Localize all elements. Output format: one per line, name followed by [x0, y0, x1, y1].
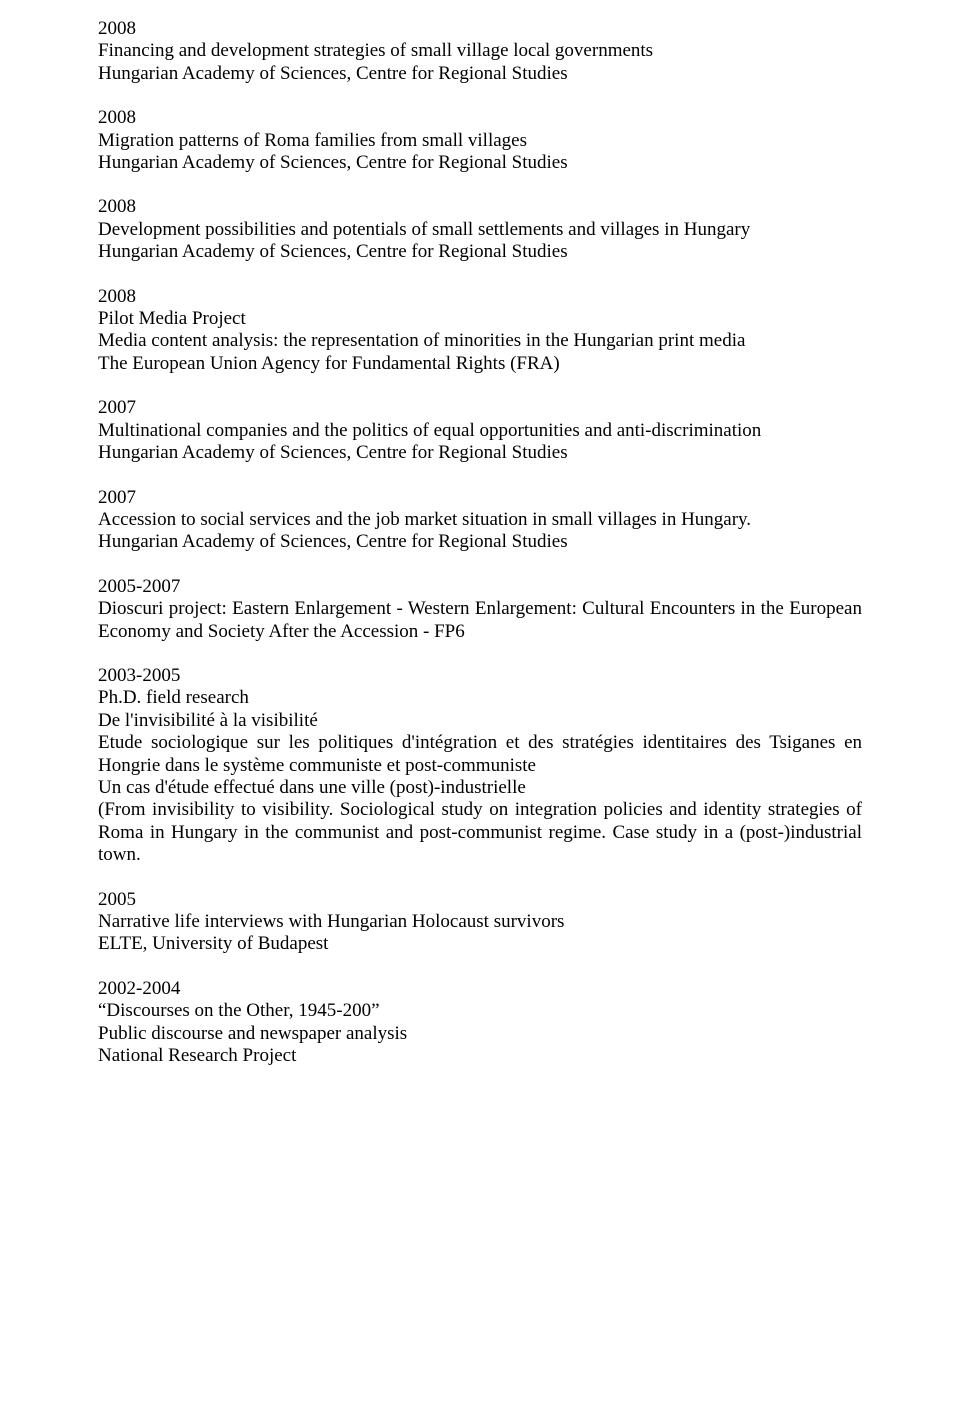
entry-year: 2005 — [98, 889, 862, 911]
entry-line: Hungarian Academy of Sciences, Centre fo… — [98, 152, 862, 174]
entry-year: 2005-2007 — [98, 576, 862, 598]
entry-line: Hungarian Academy of Sciences, Centre fo… — [98, 63, 862, 85]
entry-year: 2003-2005 — [98, 665, 862, 687]
cv-entry: 2005Narrative life interviews with Hunga… — [98, 889, 862, 956]
document-page: 2008Financing and development strategies… — [0, 0, 960, 1408]
entry-line: Hungarian Academy of Sciences, Centre fo… — [98, 241, 862, 263]
entry-year: 2002-2004 — [98, 978, 862, 1000]
entry-line: Development possibilities and potentials… — [98, 219, 862, 241]
entry-line: Narrative life interviews with Hungarian… — [98, 911, 862, 933]
entry-line: Accession to social services and the job… — [98, 509, 862, 531]
entry-line: Hungarian Academy of Sciences, Centre fo… — [98, 442, 862, 464]
entry-line: National Research Project — [98, 1045, 862, 1067]
entry-line: Public discourse and newspaper analysis — [98, 1023, 862, 1045]
entry-year: 2008 — [98, 196, 862, 218]
entry-line: (From invisibility to visibility. Sociol… — [98, 799, 862, 866]
entry-year: 2007 — [98, 487, 862, 509]
entry-year: 2008 — [98, 18, 862, 40]
entry-line: Media content analysis: the representati… — [98, 330, 862, 352]
cv-entry: 2007Multinational companies and the poli… — [98, 397, 862, 464]
cv-entry: 2005-2007Dioscuri project: Eastern Enlar… — [98, 576, 862, 643]
entry-line: “Discourses on the Other, 1945-200” — [98, 1000, 862, 1022]
entry-line: Ph.D. field research — [98, 687, 862, 709]
cv-entry: 2008Migration patterns of Roma families … — [98, 107, 862, 174]
entry-line: De l'invisibilité à la visibilité — [98, 710, 862, 732]
entry-year: 2008 — [98, 107, 862, 129]
entry-line: Financing and development strategies of … — [98, 40, 862, 62]
cv-entry: 2008Pilot Media ProjectMedia content ana… — [98, 286, 862, 376]
cv-entry: 2008Development possibilities and potent… — [98, 196, 862, 263]
entry-line: ELTE, University of Budapest — [98, 933, 862, 955]
entry-year: 2008 — [98, 286, 862, 308]
entry-line: Migration patterns of Roma families from… — [98, 130, 862, 152]
cv-entry: 2007Accession to social services and the… — [98, 487, 862, 554]
cv-entry: 2008Financing and development strategies… — [98, 18, 862, 85]
entry-line: Etude sociologique sur les politiques d'… — [98, 732, 862, 777]
entry-line: Pilot Media Project — [98, 308, 862, 330]
entry-line: Multinational companies and the politics… — [98, 420, 862, 442]
entry-line: Dioscuri project: Eastern Enlargement - … — [98, 598, 862, 643]
entry-line: The European Union Agency for Fundamenta… — [98, 353, 862, 375]
cv-entry: 2002-2004“Discourses on the Other, 1945-… — [98, 978, 862, 1068]
entry-line: Un cas d'étude effectué dans une ville (… — [98, 777, 862, 799]
cv-entry: 2003-2005Ph.D. field researchDe l'invisi… — [98, 665, 862, 867]
entry-line: Hungarian Academy of Sciences, Centre fo… — [98, 531, 862, 553]
entry-year: 2007 — [98, 397, 862, 419]
